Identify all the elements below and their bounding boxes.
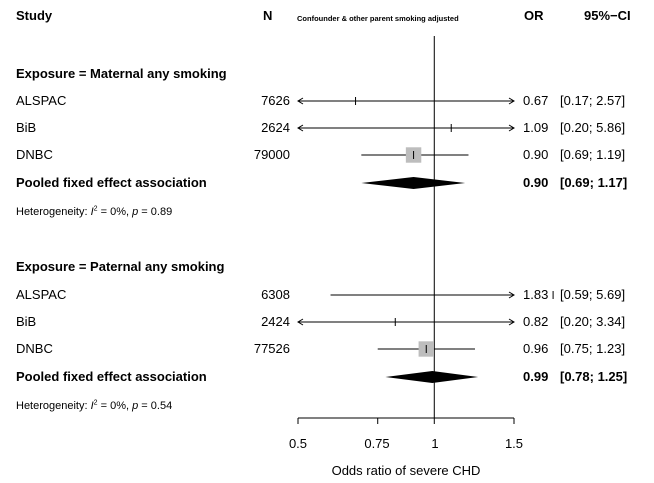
ci-arrow-right [508,318,515,326]
study-n: 2624 [261,120,290,135]
study-n: 7626 [261,93,290,108]
study-ci: [0.59; 5.69] [560,287,626,302]
ci-arrow-left [297,124,304,132]
study-name: DNBC [16,341,53,356]
group-title-paternal: Exposure = Paternal any smoking [16,259,225,274]
tick-label: 1 [431,436,439,451]
header-or: OR [524,8,544,23]
ci-arrow-left [297,97,304,105]
pooled-ci: [0.69; 1.17] [560,175,628,190]
ci-arrow-right [508,291,515,299]
study-name: ALSPAC [16,93,67,108]
ci-arrow-right [508,97,515,105]
pooled-label: Pooled fixed effect association [16,369,207,384]
pooled-label: Pooled fixed effect association [16,175,207,190]
header-n: N [263,8,273,23]
heterogeneity-text: Heterogeneity: I2 = 0%, p = 0.54 [16,399,173,412]
study-name: ALSPAC [16,287,67,302]
group-title-maternal: Exposure = Maternal any smoking [16,66,227,81]
study-name: BiB [16,314,37,329]
study-name: DNBC [16,147,53,162]
study-n: 79000 [253,147,290,162]
study-or: 0.82 [523,314,549,329]
heterogeneity-text: Heterogeneity: I2 = 0%, p = 0.89 [16,205,173,218]
study-n: 77526 [253,341,290,356]
study-ci: [0.20; 3.34] [560,314,626,329]
study-ci: [0.20; 5.86] [560,120,626,135]
study-ci: [0.17; 2.57] [560,93,626,108]
pooled-or: 0.90 [523,175,549,190]
pooled-or: 0.99 [523,369,549,384]
tick-label: 1.5 [504,436,524,451]
header-study: Study [16,8,53,23]
pooled-diamond [361,177,466,189]
study-name: BiB [16,120,37,135]
pooled-ci: [0.78; 1.25] [560,369,628,384]
study-ci: [0.69; 1.19] [560,147,626,162]
header-ci: 95%−CI [584,8,631,23]
study-or: 1.83 [523,287,549,302]
x-axis-label: Odds ratio of severe CHD [331,463,481,478]
tick-label: 0.75 [364,436,390,451]
tick-label: 0.5 [288,436,308,451]
header-adjustment: Confounder & other parent smoking adjust… [297,14,459,23]
ci-arrow-left [297,318,304,326]
study-or: 0.67 [523,93,549,108]
study-or: 0.90 [523,147,549,162]
study-n: 2424 [261,314,290,329]
study-n: 6308 [261,287,290,302]
study-ci: [0.75; 1.23] [560,341,626,356]
ci-arrow-right [508,124,515,132]
study-or: 1.09 [523,120,549,135]
study-or: 0.96 [523,341,549,356]
pooled-diamond [385,371,479,383]
